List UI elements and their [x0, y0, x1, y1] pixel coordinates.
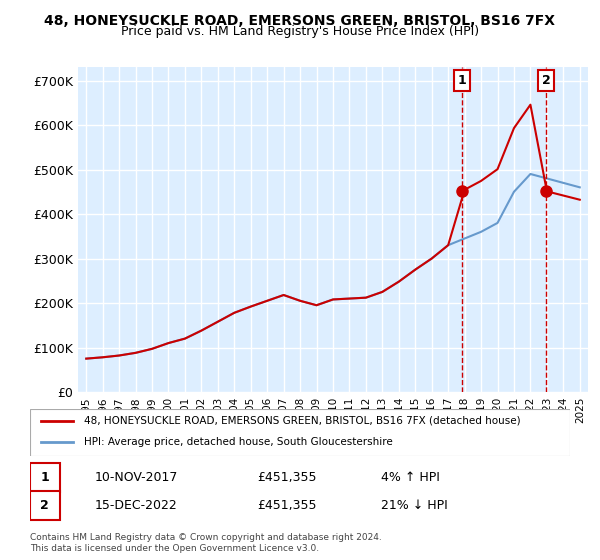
Text: 2: 2 [542, 74, 551, 87]
Text: 48, HONEYSUCKLE ROAD, EMERSONS GREEN, BRISTOL, BS16 7FX: 48, HONEYSUCKLE ROAD, EMERSONS GREEN, BR… [44, 14, 556, 28]
Text: 48, HONEYSUCKLE ROAD, EMERSONS GREEN, BRISTOL, BS16 7FX (detached house): 48, HONEYSUCKLE ROAD, EMERSONS GREEN, BR… [84, 416, 521, 426]
Text: 10-NOV-2017: 10-NOV-2017 [95, 471, 178, 484]
Text: 1: 1 [457, 74, 466, 87]
Text: £451,355: £451,355 [257, 499, 316, 512]
Text: HPI: Average price, detached house, South Gloucestershire: HPI: Average price, detached house, Sout… [84, 437, 393, 447]
Text: £451,355: £451,355 [257, 471, 316, 484]
Text: 21% ↓ HPI: 21% ↓ HPI [381, 499, 448, 512]
Text: Price paid vs. HM Land Registry's House Price Index (HPI): Price paid vs. HM Land Registry's House … [121, 25, 479, 38]
Text: 15-DEC-2022: 15-DEC-2022 [95, 499, 178, 512]
FancyBboxPatch shape [30, 491, 60, 520]
FancyBboxPatch shape [30, 409, 570, 456]
Text: Contains HM Land Registry data © Crown copyright and database right 2024.
This d: Contains HM Land Registry data © Crown c… [30, 533, 382, 553]
Text: 4% ↑ HPI: 4% ↑ HPI [381, 471, 440, 484]
Text: 1: 1 [40, 471, 49, 484]
FancyBboxPatch shape [30, 463, 60, 492]
Text: 2: 2 [40, 499, 49, 512]
